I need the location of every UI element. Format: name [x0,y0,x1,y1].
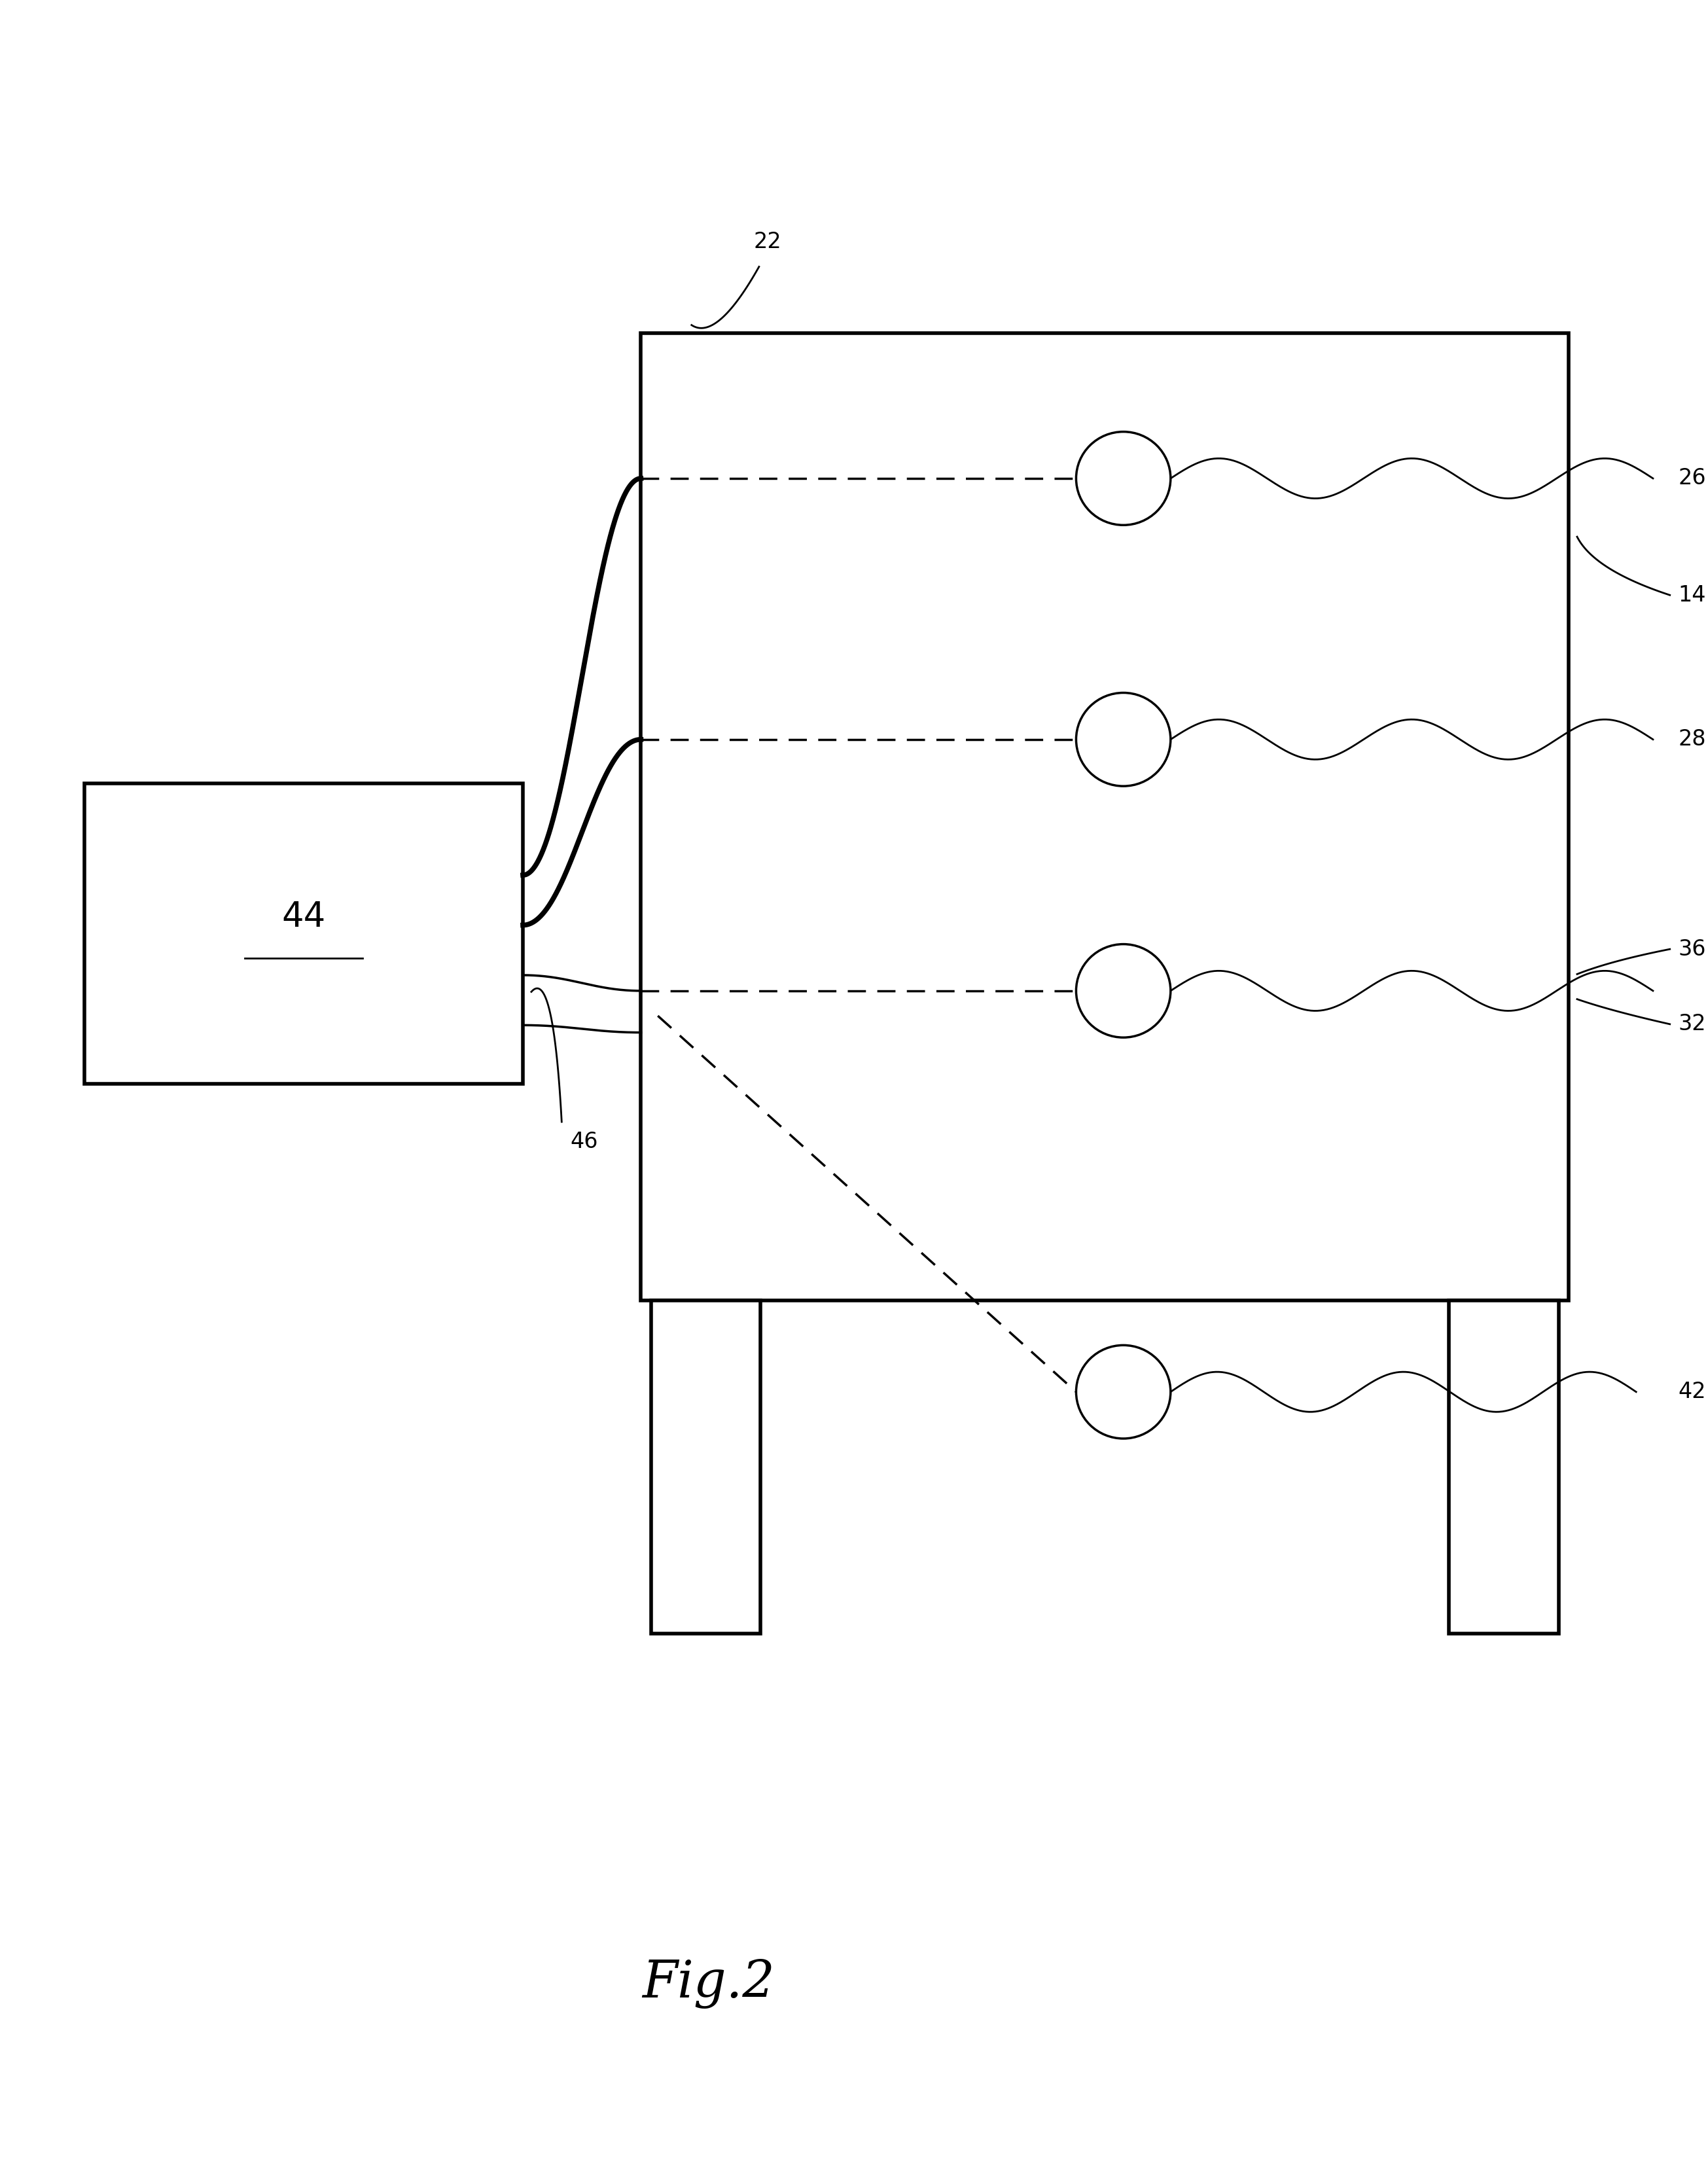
Text: 36: 36 [1679,938,1706,960]
Text: 42: 42 [1679,1380,1706,1402]
Circle shape [1076,693,1170,787]
Text: 26: 26 [1679,468,1706,490]
Bar [1448,1300,1558,1634]
Text: 22: 22 [753,232,782,254]
Bar [84,784,523,1084]
Text: 46: 46 [570,1131,598,1153]
Circle shape [1076,431,1170,524]
Circle shape [1076,945,1170,1038]
Text: Fig.2: Fig.2 [642,1959,775,2009]
Bar [640,334,1568,1300]
Text: 44: 44 [282,899,326,934]
Circle shape [1076,1346,1170,1439]
Bar [651,1300,760,1634]
Text: 14: 14 [1679,585,1706,607]
Text: 32: 32 [1679,1014,1706,1036]
Text: 28: 28 [1679,728,1706,750]
